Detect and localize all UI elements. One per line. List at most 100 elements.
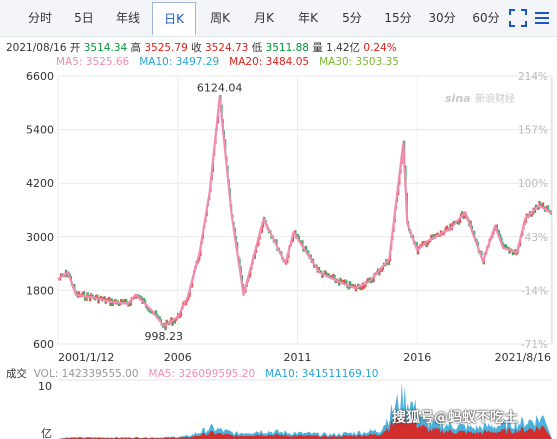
candle-bar	[388, 258, 390, 266]
candle-bar	[367, 278, 369, 282]
tab-weekly-k[interactable]: 周K	[210, 11, 230, 25]
y-tick-label: 5400	[26, 124, 54, 137]
candle-bar	[301, 240, 303, 244]
candle-bar	[322, 273, 324, 278]
candle-bar	[345, 279, 347, 284]
candle-bar	[154, 310, 157, 316]
candle-bar	[422, 241, 425, 246]
volume-value: 1.42亿	[326, 42, 361, 54]
price-series	[57, 95, 552, 331]
right-tick-label: -71%	[521, 339, 548, 351]
candle-bar	[82, 291, 84, 295]
candle-bar	[463, 215, 465, 219]
candle-bar	[179, 313, 181, 319]
candle-bar	[185, 299, 188, 306]
ma5-readout: MA5: 3525.66	[56, 56, 130, 68]
candle-bar	[501, 237, 503, 246]
tab-time-share[interactable]: 分时	[27, 11, 52, 25]
candle-bar	[387, 261, 389, 266]
candle-bar	[500, 234, 502, 241]
y-tick-label: 3000	[26, 231, 54, 244]
candle-bar	[158, 315, 160, 320]
candle-bar	[371, 277, 373, 284]
fullscreen-icon[interactable]	[508, 8, 528, 28]
high-value: 3525.79	[144, 42, 188, 54]
candle-bar	[292, 231, 295, 242]
candle-bar	[431, 234, 433, 240]
chart-grid	[57, 75, 553, 345]
sina-logo-text: 新浪财经	[475, 92, 515, 105]
open-label: 开	[69, 42, 81, 54]
tab-yearly-k[interactable]: 年K	[298, 11, 318, 25]
chart-annotations: 6124.04 998.23	[145, 81, 243, 343]
candle-bar	[297, 233, 299, 240]
x-tick-label: 2011	[284, 351, 312, 364]
extreme-label: 6124.04	[197, 81, 243, 94]
vol-readout: VOL: 142339555.00	[33, 368, 139, 380]
candle-bar	[364, 284, 366, 289]
candle-bar	[156, 310, 158, 318]
candle-bar	[427, 239, 430, 245]
tab-monthly-k[interactable]: 月K	[254, 11, 274, 25]
vol-ma5-readout: MA5: 326099595.20	[148, 368, 256, 380]
right-tick-label: -14%	[521, 285, 548, 297]
candle-bar	[503, 243, 505, 249]
x-tick-label: 2021/8/16	[495, 351, 551, 364]
tab-daily-k[interactable]: 日K	[152, 2, 196, 36]
candle-bar	[362, 282, 365, 289]
candle-bar	[502, 242, 504, 247]
candle-bar	[542, 202, 545, 210]
candle-bar	[342, 279, 345, 285]
candle-bar	[157, 314, 159, 319]
x-tick-label: 2006	[164, 351, 192, 364]
candle-bar	[457, 221, 459, 225]
high-label: 高	[130, 42, 141, 54]
candle-bar	[199, 253, 201, 261]
candle-bar	[99, 295, 101, 301]
ma10-readout: MA10: 3497.29	[139, 56, 220, 68]
extreme-label: 998.23	[145, 330, 184, 343]
candle-bar	[172, 318, 174, 326]
right-tick-label: 100%	[518, 178, 548, 190]
candle-bar	[123, 298, 125, 305]
candle-bar	[333, 273, 335, 278]
candle-bar	[350, 281, 352, 289]
candle-bar	[148, 308, 150, 313]
candle-bar	[332, 273, 334, 279]
candle-bar	[124, 298, 127, 302]
tab-yearly-line[interactable]: 年线	[115, 11, 140, 25]
candle-bar	[499, 230, 501, 238]
tab-5-min[interactable]: 5分	[342, 11, 362, 25]
volume-label: 量	[312, 42, 323, 54]
right-tick-label: 43%	[525, 232, 548, 244]
menu-icon[interactable]	[535, 12, 549, 24]
candle-bar	[347, 285, 349, 290]
tab-5-day[interactable]: 5日	[74, 11, 94, 25]
candle-bar	[368, 277, 370, 282]
candle-bar	[361, 282, 363, 291]
period-tab-bar: 分时 5日 年线 日K 周K 月K 年K 5分 15分 30分 60分	[0, 0, 557, 37]
y-tick-label: 4200	[26, 177, 54, 190]
change-value: 0.24%	[363, 42, 397, 54]
x-tick-label: 2001/1/12	[58, 351, 114, 364]
candle-bar	[512, 251, 515, 256]
candle-bar	[187, 296, 189, 303]
low-value: 3511.88	[265, 42, 309, 54]
candle-bar	[61, 273, 63, 277]
volume-panel: 10 亿	[38, 379, 552, 439]
candle-bar	[96, 294, 98, 298]
candle-bar	[380, 268, 382, 272]
candle-bar	[381, 266, 383, 272]
candle-bar	[449, 223, 451, 231]
tab-60-min[interactable]: 60分	[472, 11, 500, 25]
tab-15-min[interactable]: 15分	[384, 11, 412, 25]
candle-bar	[88, 294, 91, 302]
tab-30-min[interactable]: 30分	[428, 11, 456, 25]
y-tick-label: 1800	[26, 284, 54, 297]
candle-bar	[146, 304, 148, 310]
y-tick-label: 600	[33, 338, 54, 351]
y-axis-ticks: 600 1800 3000 4200 5400 6600	[26, 70, 54, 351]
candle-bar	[541, 202, 544, 207]
candle-bar	[81, 291, 83, 297]
